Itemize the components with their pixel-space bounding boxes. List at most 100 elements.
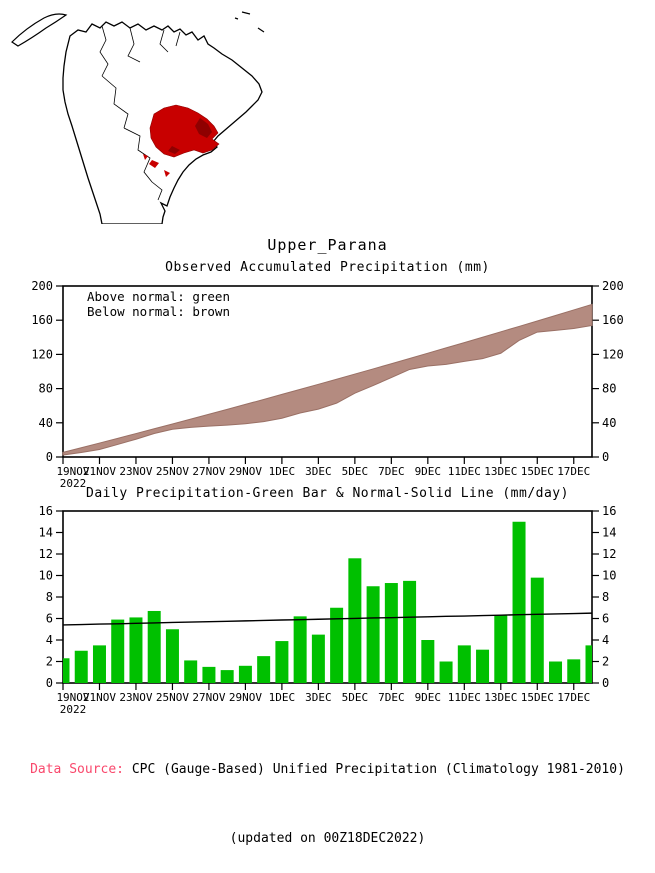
precip-bar [293, 616, 307, 683]
region-map [6, 2, 298, 225]
precip-bar [384, 583, 398, 683]
x-axis-label: 3DEC [305, 465, 332, 478]
daily-precip-chart: Daily Precipitation-Green Bar & Normal-S… [0, 486, 655, 724]
basin-highlight-dark-patch [195, 118, 212, 138]
x-axis-label: 13DEC [484, 691, 517, 704]
legend-text: Below normal: brown [87, 304, 230, 319]
x-axis-label: 5DEC [342, 691, 369, 704]
precip-bar [129, 617, 143, 683]
x-axis-label: 25NOV [156, 465, 189, 478]
y-axis-label-right: 120 [602, 347, 624, 361]
y-axis-label-left: 80 [39, 382, 53, 396]
precip-bar [439, 661, 453, 683]
x-axis-label: 9DEC [415, 691, 442, 704]
accumulated-band [62, 303, 593, 456]
x-axis-label: 27NOV [192, 465, 225, 478]
y-axis-label-left: 2 [46, 655, 53, 669]
precip-bar [585, 645, 592, 683]
x-axis-year-label: 2022 [60, 477, 87, 490]
precip-bar [202, 666, 216, 683]
precip-bar [512, 521, 526, 683]
y-axis-label-right: 160 [602, 313, 624, 327]
y-axis-label-right: 14 [602, 526, 616, 540]
precip-bar [74, 650, 88, 683]
south-america-map-svg [11, 11, 265, 225]
precip-bar [275, 641, 289, 683]
x-axis-label: 29NOV [229, 691, 262, 704]
x-axis-label: 23NOV [119, 691, 152, 704]
precip-bar [63, 658, 70, 683]
x-axis-label: 15DEC [521, 465, 554, 478]
data-source-label: Data Source: [30, 762, 124, 777]
data-source-line: Data Source: CPC (Gauge-Based) Unified P… [0, 758, 655, 781]
y-axis-label-left: 120 [31, 347, 53, 361]
precip-bar [311, 634, 325, 683]
x-axis-label: 29NOV [229, 465, 262, 478]
x-axis-label: 11DEC [448, 691, 481, 704]
footer: Data Source: CPC (Gauge-Based) Unified P… [0, 712, 655, 873]
y-axis-label-left: 0 [46, 450, 53, 464]
x-axis-label: 27NOV [192, 691, 225, 704]
precip-bar [403, 580, 417, 683]
y-axis-label-right: 2 [602, 655, 609, 669]
y-axis-label-left: 6 [46, 612, 53, 626]
y-axis-label-left: 16 [39, 506, 53, 518]
x-axis-label: 1DEC [269, 465, 296, 478]
x-axis-label: 11DEC [448, 465, 481, 478]
x-axis-label: 5DEC [342, 465, 369, 478]
y-axis-label-right: 200 [602, 280, 624, 293]
precip-bar [348, 558, 362, 683]
y-axis-label-right: 4 [602, 633, 609, 647]
updated-line: (updated on 00Z18DEC2022) [229, 831, 426, 846]
y-axis-label-left: 10 [39, 569, 53, 583]
map-isthmus-outline [11, 13, 68, 47]
y-axis-label-right: 8 [602, 590, 609, 604]
x-axis-label: 17DEC [557, 465, 590, 478]
y-axis-label-left: 8 [46, 590, 53, 604]
x-axis-label: 25NOV [156, 691, 189, 704]
map-country-borders [99, 25, 181, 201]
precip-bar [494, 615, 508, 683]
daily-chart-title: Daily Precipitation-Green Bar & Normal-S… [86, 486, 569, 501]
y-axis-label-right: 16 [602, 506, 616, 518]
precip-bar [330, 607, 344, 683]
y-axis-label-right: 0 [602, 450, 609, 464]
y-axis-label-left: 14 [39, 526, 53, 540]
y-axis-label-left: 4 [46, 633, 53, 647]
basin-fragment [143, 154, 148, 160]
precip-bar [530, 577, 544, 683]
y-axis-label-left: 0 [46, 676, 53, 690]
x-axis-label: 7DEC [378, 691, 405, 704]
precip-bar [184, 660, 198, 683]
accumulated-chart-canvas: 0 0 40 40 80 80 120 120 160 160 200 200 19NOV202221N… [31, 279, 624, 490]
y-axis-label-right: 12 [602, 547, 616, 561]
x-axis-year-label: 2022 [60, 703, 87, 716]
legend-text: Above normal: green [87, 289, 230, 304]
precip-bar [457, 645, 471, 683]
basin-highlight-dark-patch [168, 146, 180, 154]
y-axis-label-right: 80 [602, 382, 616, 396]
x-axis-label: 23NOV [119, 465, 152, 478]
basin-highlight [149, 104, 220, 158]
y-axis-label-right: 40 [602, 416, 616, 430]
precip-bar [92, 645, 106, 683]
x-axis-label: 13DEC [484, 465, 517, 478]
precip-bar [549, 661, 563, 683]
x-axis-label: 9DEC [415, 465, 442, 478]
y-axis-label-right: 6 [602, 612, 609, 626]
y-axis-label-right: 10 [602, 569, 616, 583]
basin-fragment [149, 160, 159, 168]
precip-bar [238, 665, 252, 683]
accumulated-chart-title: Observed Accumulated Precipitation (mm) [165, 260, 490, 275]
precip-bar [567, 659, 581, 683]
y-axis-label-left: 160 [31, 313, 53, 327]
precip-bar [476, 649, 490, 683]
precip-bar [111, 619, 125, 683]
precip-bar [257, 656, 271, 683]
x-axis-label: 19NOV [56, 691, 89, 704]
precip-bar [421, 640, 435, 683]
daily-chart-canvas: 0 0 2 2 4 4 6 6 8 8 10 10 12 12 14 14 16 16 19NOV202221NOV… [39, 504, 617, 716]
precip-bar [366, 586, 380, 683]
basin-fragment [164, 170, 170, 177]
x-axis-label: 21NOV [83, 465, 116, 478]
